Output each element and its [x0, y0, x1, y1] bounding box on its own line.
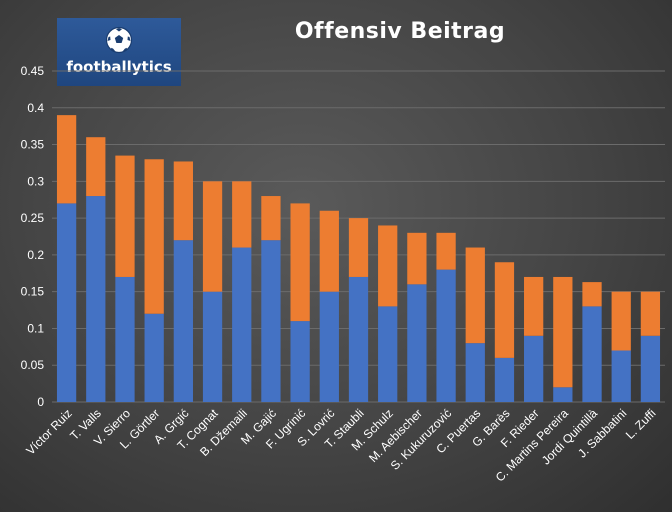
bar-segment-orange [553, 276, 573, 388]
bar-segment-orange [144, 159, 164, 314]
bar-segment-blue [611, 350, 631, 402]
bar-segment-blue [465, 343, 485, 402]
bar-segment-orange [582, 282, 602, 307]
bar-segment-orange [348, 218, 369, 277]
bar-segment-blue [524, 335, 544, 402]
bar-segment-blue [494, 357, 515, 402]
bar-segment-orange [115, 155, 135, 277]
bar-segment-blue [378, 306, 398, 402]
bar-segment-blue [261, 240, 281, 402]
bar-segment-blue [173, 240, 193, 402]
y-tick-label: 0.2 [27, 248, 44, 262]
y-tick-label: 0.45 [21, 64, 45, 78]
y-axis-ticks: 0 0.05 0.1 0.15 0.2 0.25 0.3 0.35 0.4 0.45 [21, 64, 45, 409]
bar-segment-orange [436, 232, 456, 270]
bar-segment-orange [465, 247, 485, 344]
soccer-ball-icon [105, 26, 133, 54]
bar-segment-orange [261, 196, 281, 241]
x-tick-label: L. Zuffi [623, 406, 659, 442]
bar-segment-blue [640, 335, 661, 402]
bar-segment-blue [319, 291, 339, 402]
y-tick-label: 0.15 [21, 285, 45, 299]
y-tick-label: 0.3 [27, 174, 44, 188]
bar-segment-blue [202, 291, 223, 402]
bar-segment-blue [553, 387, 573, 402]
bar-segment-blue [232, 247, 252, 402]
bar-segment-orange [56, 115, 77, 204]
y-tick-label: 0.35 [21, 138, 45, 152]
bar-segment-blue [348, 276, 369, 402]
bar-segment-orange [611, 291, 631, 351]
bar-segment-orange [378, 225, 398, 307]
y-tick-label: 0.05 [21, 358, 45, 372]
y-tick-label: 0 [37, 395, 44, 409]
bar-segment-blue [144, 313, 164, 402]
y-tick-label: 0.4 [27, 101, 44, 115]
bar-segment-blue [115, 276, 135, 402]
bar-segment-blue [86, 196, 106, 402]
bar-segment-blue [407, 284, 427, 402]
chart-title: Offensiv Beitrag [294, 19, 506, 44]
bar-segment-orange [494, 262, 515, 358]
bar-segment-orange [524, 276, 544, 336]
bar-segment-orange [173, 161, 193, 241]
bar-segment-orange [202, 181, 223, 292]
y-tick-label: 0.1 [27, 321, 44, 335]
bar-segment-blue [582, 306, 602, 402]
bar-segment-blue [56, 203, 77, 402]
bar-segment-orange [407, 232, 427, 285]
bar-segment-orange [86, 137, 106, 197]
bar-segment-blue [436, 269, 456, 402]
bars [56, 115, 661, 402]
bar-segment-orange [290, 203, 310, 322]
bar-segment-orange [640, 291, 661, 336]
bar-segment-orange [319, 210, 339, 292]
bar-segment-orange [232, 181, 252, 248]
bar-segment-blue [290, 321, 310, 402]
y-tick-label: 0.25 [21, 211, 45, 225]
